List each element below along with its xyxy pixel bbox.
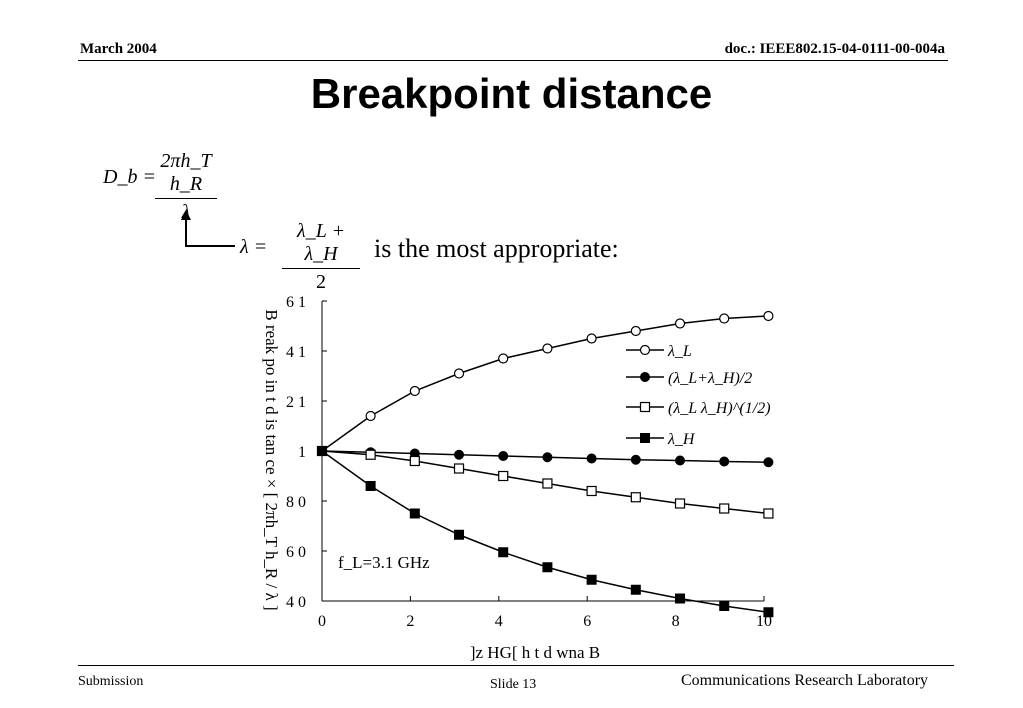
data-point-2 [409, 455, 420, 467]
legend-marker-0 [639, 344, 651, 356]
data-point-3 [542, 562, 553, 573]
header-doc-id: doc.: IEEE802.15-04-0111-00-004a [724, 41, 945, 57]
data-point-2 [365, 449, 376, 460]
data-point-3 [719, 601, 730, 611]
data-point-0 [719, 313, 730, 324]
data-point-2 [674, 498, 686, 509]
data-point-1 [498, 451, 509, 461]
data-point-3 [498, 547, 509, 558]
legend-label-2: (λ_L λ_H)^(1/2) [668, 400, 771, 417]
data-point-3 [763, 607, 774, 618]
data-point-0 [498, 353, 509, 364]
lambda-denominator: 2 [316, 271, 326, 293]
data-point-1 [675, 455, 686, 466]
data-point-1 [630, 454, 641, 465]
footer-submission: Submission [78, 674, 144, 689]
x-tick-label: 4 [495, 613, 503, 630]
data-point-0 [542, 343, 553, 354]
lambda-numerator: λ_L + λ_H [297, 220, 345, 265]
y-tick-label: 6 1 [286, 294, 306, 311]
data-point-3 [365, 481, 376, 491]
data-point-3 [675, 593, 686, 604]
x-axis-label: ]z HG[ h t d wna B [470, 643, 600, 662]
data-point-1 [719, 456, 730, 467]
data-point-2 [719, 503, 730, 514]
lambda-fraction: λ_L + λ_H 2 [282, 220, 360, 294]
legend-label-3: λ_H [667, 431, 696, 448]
header-date: March 2004 [80, 41, 157, 57]
data-point-1 [454, 449, 465, 460]
data-point-2 [630, 492, 641, 503]
y-tick-label: 2 1 [286, 394, 306, 411]
series-line-3 [321, 450, 769, 613]
y-tick-label: 4 1 [286, 344, 306, 361]
data-point-1 [542, 452, 553, 463]
data-point-1 [586, 453, 597, 464]
y-tick-label: 4 0 [286, 594, 306, 611]
data-point-0 [586, 333, 597, 344]
legend-marker-2 [639, 401, 651, 413]
data-point-0 [763, 310, 774, 322]
legend-marker-3 [640, 433, 650, 443]
formula-numerator: 2πh_T h_R [160, 150, 212, 195]
header-rule [78, 60, 948, 61]
data-point-0 [365, 410, 376, 422]
data-point-2 [763, 508, 774, 519]
data-point-3 [586, 574, 597, 585]
data-point-0 [674, 318, 686, 329]
page-title: Breakpoint distance [310, 70, 713, 117]
formula-note: is the most appropriate: [374, 234, 619, 263]
legend-label-0: λ_L [667, 343, 692, 360]
x-tick-label: 2 [406, 613, 414, 630]
legend-marker-1 [640, 372, 650, 382]
y-tick-label: 8 0 [286, 494, 306, 511]
data-point-0 [630, 325, 641, 337]
data-point-2 [453, 463, 465, 474]
data-point-3 [317, 446, 327, 456]
footer-rule [78, 665, 954, 666]
data-point-3 [630, 584, 641, 595]
x-tick-label: 6 [583, 613, 591, 630]
data-point-0 [453, 368, 465, 379]
y-tick-label: 6 0 [286, 544, 306, 561]
frequency-annotation: f_L=3.1 GHz [338, 553, 430, 572]
data-point-3 [409, 508, 420, 519]
lambda-lhs: λ = [240, 236, 268, 258]
data-point-1 [763, 457, 774, 468]
footer-organization: Communications Research Laboratory [681, 672, 929, 689]
footer-slide-number: Slide 13 [490, 677, 537, 692]
data-point-2 [542, 478, 553, 489]
legend-label-1: (λ_L+λ_H)/2 [668, 370, 752, 387]
data-point-0 [409, 385, 420, 397]
y-tick-label: 1 [298, 444, 306, 461]
x-tick-label: 8 [672, 613, 680, 630]
x-tick-label: 0 [318, 613, 326, 630]
formula-lhs: D_b = [103, 166, 156, 188]
data-point-2 [498, 470, 509, 482]
y-axis-label: B reak po in t d is tan ce × [ 2πh_T h_R… [262, 309, 281, 610]
data-point-3 [454, 529, 465, 540]
data-point-2 [586, 485, 597, 497]
